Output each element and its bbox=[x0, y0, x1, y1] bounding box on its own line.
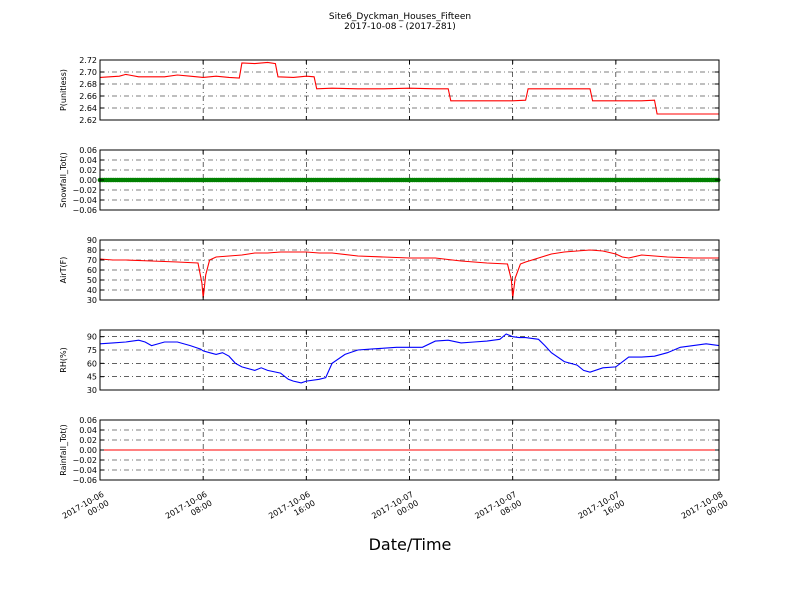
y-tick-label: 30 bbox=[87, 296, 97, 305]
y-axis-label: RH(%) bbox=[59, 347, 68, 372]
y-tick-label: 45 bbox=[87, 373, 97, 382]
y-tick-label: 40 bbox=[87, 286, 97, 295]
data-series-line bbox=[99, 249, 719, 299]
grid bbox=[100, 150, 719, 210]
y-axis-label: P(unitless) bbox=[59, 69, 68, 111]
y-tick-label: 70 bbox=[87, 256, 97, 265]
y-tick-label: 2.64 bbox=[79, 104, 97, 113]
y-tick-label: 60 bbox=[87, 359, 97, 368]
series-markers bbox=[97, 177, 721, 183]
y-tick-label: 0.00 bbox=[79, 176, 97, 185]
panel-2: −0.06−0.04−0.020.000.020.040.06 Snowfall_… bbox=[59, 146, 721, 215]
y-tick-label: 0.04 bbox=[79, 156, 97, 165]
panel-1: 2.62 2.64 2.66 2.68 2.70 2.72 P(unitless) bbox=[59, 56, 720, 125]
x-axis-title: Date/Time bbox=[369, 535, 452, 554]
y-tick-label: 0.02 bbox=[79, 436, 97, 445]
y-tick-label: 30 bbox=[87, 386, 97, 395]
y-tick-label: 90 bbox=[87, 333, 97, 342]
grid bbox=[100, 420, 719, 480]
panel-4: 30 45 60 75 90 RH(%) bbox=[59, 329, 720, 395]
data-series-line bbox=[99, 333, 720, 384]
data-series-line bbox=[99, 61, 719, 115]
chart-title-line2: 2017-10-08 - (2017-281) bbox=[344, 22, 456, 32]
y-tick-label: 0.00 bbox=[79, 446, 97, 455]
y-tick-label: 0.06 bbox=[79, 146, 97, 155]
y-tick-label: 90 bbox=[87, 236, 97, 245]
grid bbox=[100, 240, 719, 300]
y-tick-label: −0.04 bbox=[72, 466, 97, 475]
chart-title-line1: Site6_Dyckman_Houses_Fifteen bbox=[329, 12, 471, 22]
y-tick-label: 0.06 bbox=[79, 416, 97, 425]
grid bbox=[100, 330, 719, 390]
y-tick-label: −0.06 bbox=[72, 476, 97, 485]
y-tick-label: 2.68 bbox=[79, 80, 97, 89]
y-tick-label: 0.04 bbox=[79, 426, 97, 435]
y-tick-label: 75 bbox=[87, 346, 97, 355]
panel-5: −0.06−0.04−0.020.000.020.040.06 Rainfall_… bbox=[59, 416, 720, 485]
y-tick-label: −0.02 bbox=[72, 186, 97, 195]
y-tick-label: 2.72 bbox=[79, 56, 97, 65]
grid bbox=[100, 60, 719, 120]
y-axis-label: Rainfall_Tot() bbox=[59, 424, 68, 476]
subplot-panels: 2.62 2.64 2.66 2.68 2.70 2.72 P(unitless) −0.06… bbox=[59, 56, 721, 485]
y-tick-label: 80 bbox=[87, 246, 97, 255]
y-axis-label: AirT(F) bbox=[59, 257, 68, 284]
y-tick-label: 2.66 bbox=[79, 92, 97, 101]
y-tick-label: −0.02 bbox=[72, 456, 97, 465]
y-tick-label: −0.06 bbox=[72, 206, 97, 215]
y-tick-label: −0.04 bbox=[72, 196, 97, 205]
y-axis-label: Snowfall_Tot() bbox=[59, 152, 68, 208]
y-tick-label: 2.62 bbox=[79, 116, 97, 125]
y-tick-label: 60 bbox=[87, 266, 97, 275]
y-tick-label: 50 bbox=[87, 276, 97, 285]
y-tick-label: 0.02 bbox=[79, 166, 97, 175]
y-tick-label: 2.70 bbox=[79, 68, 97, 77]
